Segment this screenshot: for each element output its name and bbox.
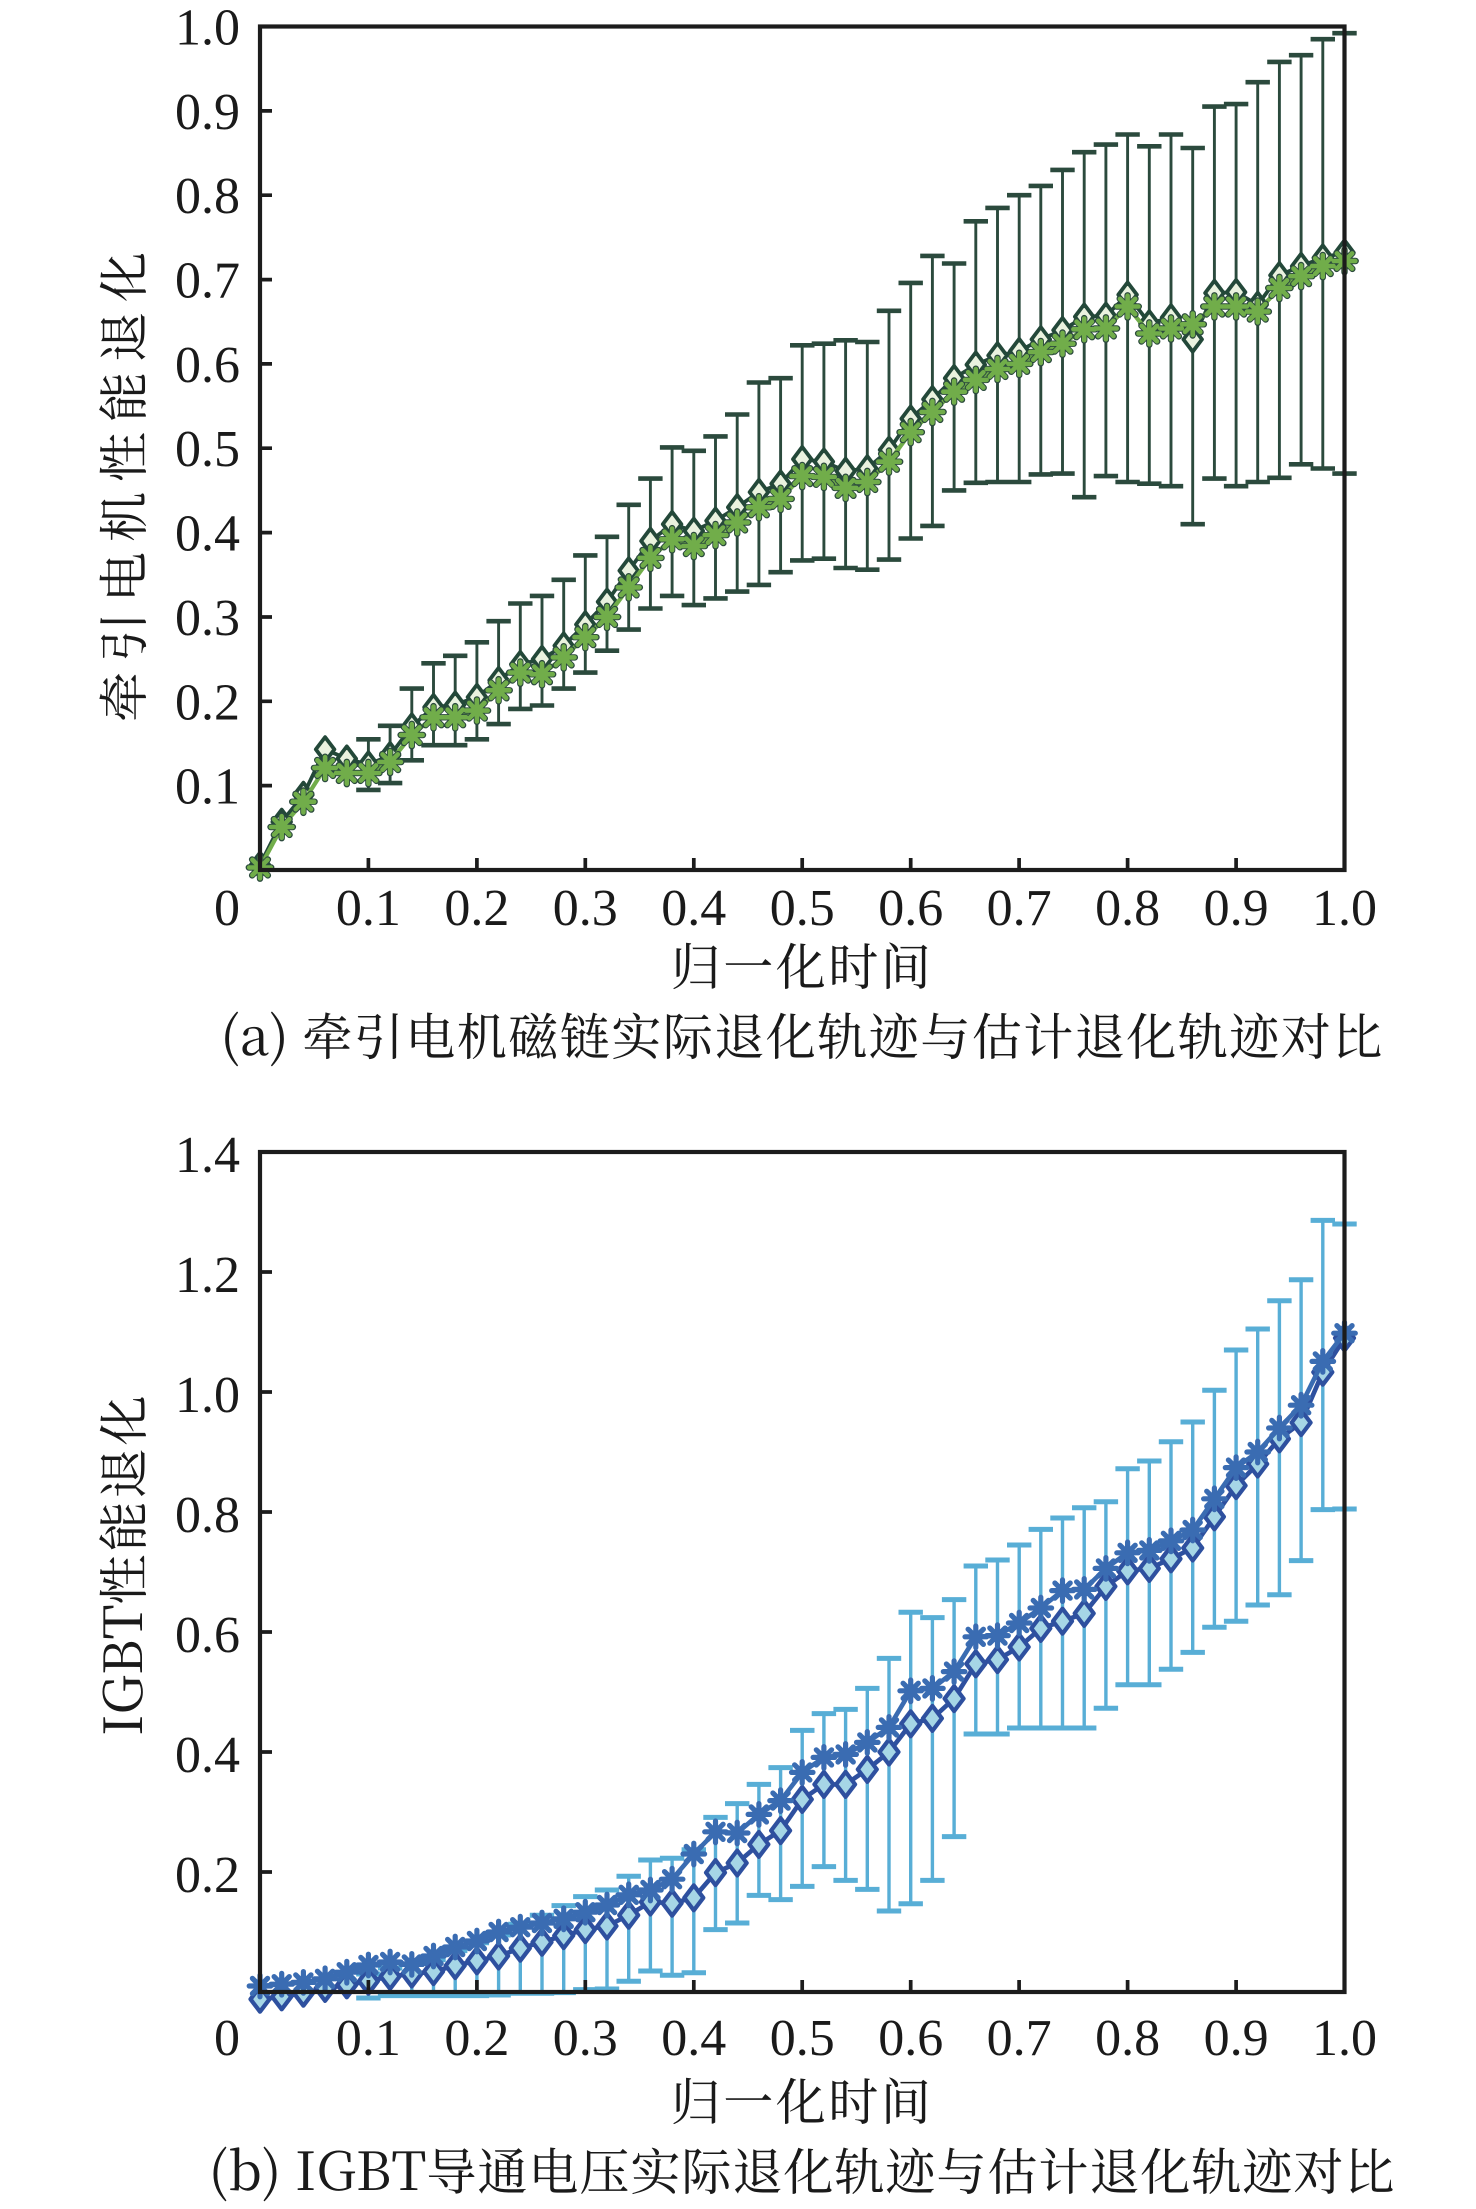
svg-text:0.5: 0.5 [175, 421, 240, 478]
svg-text:0.3: 0.3 [553, 880, 618, 937]
svg-text:1.0: 1.0 [175, 1367, 240, 1424]
svg-text:0.6: 0.6 [878, 2010, 943, 2067]
svg-text:0.4: 0.4 [661, 2010, 726, 2067]
svg-text:0.2: 0.2 [444, 2010, 509, 2067]
svg-text:0.7: 0.7 [175, 253, 240, 310]
svg-text:0.4: 0.4 [175, 506, 240, 563]
svg-text:0.6: 0.6 [878, 880, 943, 937]
svg-text:0.8: 0.8 [175, 168, 240, 225]
svg-text:1.0: 1.0 [1312, 880, 1377, 937]
svg-text:0.5: 0.5 [770, 880, 835, 937]
svg-text:0.2: 0.2 [444, 880, 509, 937]
svg-text:0.1: 0.1 [336, 880, 401, 937]
svg-text:0.4: 0.4 [175, 1727, 240, 1784]
svg-text:0.6: 0.6 [175, 337, 240, 394]
svg-text:0.5: 0.5 [770, 2010, 835, 2067]
svg-text:1.4: 1.4 [175, 1127, 240, 1184]
svg-text:0.8: 0.8 [1095, 2010, 1160, 2067]
svg-text:0.4: 0.4 [661, 880, 726, 937]
svg-text:0.1: 0.1 [336, 2010, 401, 2067]
svg-text:0.9: 0.9 [1204, 2010, 1269, 2067]
svg-text:0.8: 0.8 [175, 1487, 240, 1544]
svg-text:0.2: 0.2 [175, 674, 240, 731]
svg-text:0.7: 0.7 [987, 880, 1052, 937]
svg-text:0.6: 0.6 [175, 1607, 240, 1664]
svg-text:0.8: 0.8 [1095, 880, 1160, 937]
svg-text:0.2: 0.2 [175, 1847, 240, 1904]
svg-text:0.3: 0.3 [175, 590, 240, 647]
svg-text:1.2: 1.2 [175, 1247, 240, 1304]
svg-text:0: 0 [214, 880, 240, 937]
svg-text:0: 0 [214, 2010, 240, 2067]
svg-text:1.0: 1.0 [175, 0, 240, 57]
svg-text:0.9: 0.9 [175, 84, 240, 141]
svg-text:0.7: 0.7 [987, 2010, 1052, 2067]
svg-text:0.3: 0.3 [553, 2010, 618, 2067]
svg-text:0.9: 0.9 [1204, 880, 1269, 937]
svg-text:1.0: 1.0 [1312, 2010, 1377, 2067]
svg-text:0.1: 0.1 [175, 759, 240, 816]
